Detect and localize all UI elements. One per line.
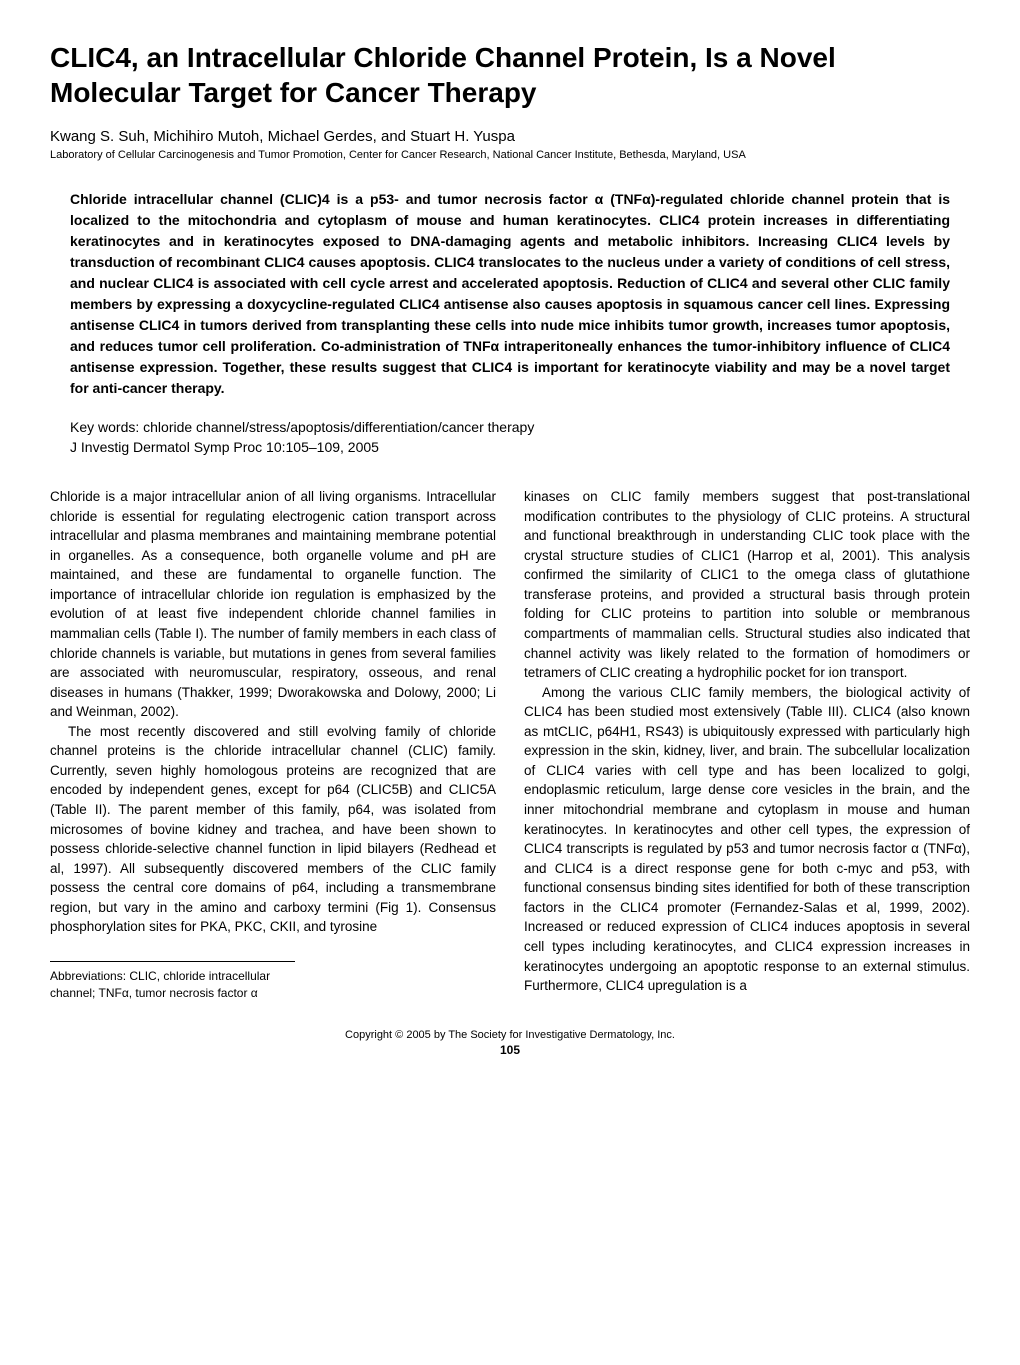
body-paragraph: Among the various CLIC family members, t… bbox=[524, 683, 970, 996]
left-column: Chloride is a major intracellular anion … bbox=[50, 487, 496, 1003]
affiliation-line: Laboratory of Cellular Carcinogenesis an… bbox=[50, 149, 970, 161]
abstract-text: Chloride intracellular channel (CLIC)4 i… bbox=[70, 189, 950, 399]
copyright-line: Copyright © 2005 by The Society for Inve… bbox=[50, 1029, 970, 1041]
keywords-line: Key words: chloride channel/stress/apopt… bbox=[70, 419, 950, 435]
authors-line: Kwang S. Suh, Michihiro Mutoh, Michael G… bbox=[50, 128, 970, 145]
journal-citation: J Investig Dermatol Symp Proc 10:105–109… bbox=[70, 439, 950, 455]
body-paragraph: The most recently discovered and still e… bbox=[50, 722, 496, 937]
abbreviations-footnote: Abbreviations: CLIC, chloride intracellu… bbox=[50, 961, 295, 1003]
body-paragraph: Chloride is a major intracellular anion … bbox=[50, 487, 496, 722]
right-column: kinases on CLIC family members suggest t… bbox=[524, 487, 970, 1003]
page-number: 105 bbox=[50, 1043, 970, 1057]
body-columns: Chloride is a major intracellular anion … bbox=[50, 487, 970, 1003]
article-title: CLIC4, an Intracellular Chloride Channel… bbox=[50, 40, 970, 110]
body-paragraph: kinases on CLIC family members suggest t… bbox=[524, 487, 970, 683]
